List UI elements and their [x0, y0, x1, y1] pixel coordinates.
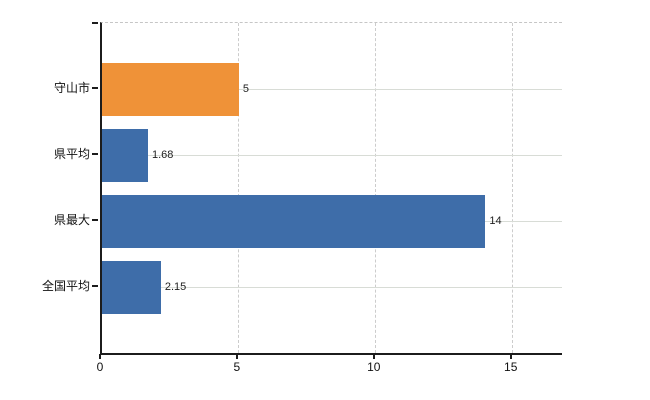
x-axis-tick-label: 5	[233, 360, 241, 374]
x-axis-tick	[235, 354, 238, 359]
x-axis-tick	[509, 354, 512, 359]
x-axis-tick	[99, 354, 101, 359]
category-label: 県最大	[53, 213, 90, 227]
y-axis-tick	[92, 87, 98, 89]
bar	[102, 62, 239, 116]
bar	[102, 128, 148, 182]
h-gridline	[102, 286, 562, 288]
x-axis-tick-label: 15	[504, 360, 518, 374]
v-gridline	[375, 23, 377, 353]
bar	[102, 260, 161, 314]
y-axis-top-tick	[92, 22, 98, 24]
y-axis-tick	[92, 219, 98, 221]
category-label: 県平均	[53, 147, 90, 161]
v-gridline	[238, 23, 240, 353]
x-axis-tick-label: 10	[367, 360, 381, 374]
h-gridline	[102, 154, 562, 156]
v-gridline	[512, 23, 514, 353]
y-axis-tick	[92, 153, 98, 155]
bar-value-label: 5	[242, 83, 250, 95]
y-axis-tick	[92, 285, 98, 287]
x-axis-tick	[372, 354, 375, 359]
bar-value-label: 1.68	[152, 149, 174, 161]
category-label: 守山市	[53, 81, 90, 95]
h-gridline	[102, 88, 562, 90]
category-label: 全国平均	[41, 279, 90, 293]
bar	[102, 194, 486, 248]
bar-value-label: 2.15	[164, 281, 187, 293]
x-axis-tick-label: 0	[96, 360, 104, 374]
plot-area: 5 1.68 14 2.15	[100, 22, 562, 355]
bar-value-label: 14	[489, 215, 502, 227]
